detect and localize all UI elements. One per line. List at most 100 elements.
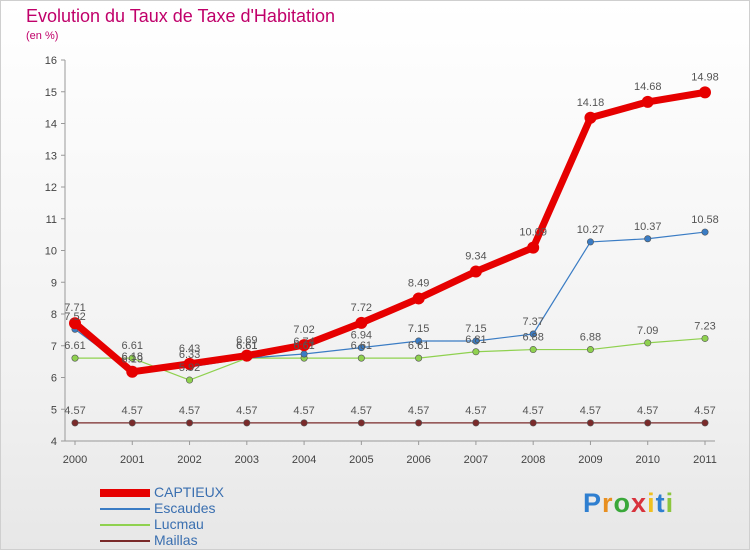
data-label: 4.57: [465, 405, 486, 417]
legend-swatch: [100, 508, 150, 510]
y-tick-label: 10: [45, 246, 57, 258]
y-tick-label: 15: [45, 87, 57, 99]
x-tick-label: 2003: [235, 454, 259, 466]
data-point: [469, 265, 482, 278]
y-tick-label: 14: [45, 119, 57, 131]
data-label: 6.61: [408, 340, 429, 352]
data-point: [584, 111, 597, 124]
data-label: 7.72: [351, 302, 372, 314]
data-point: [300, 419, 308, 427]
logo-letter: r: [602, 488, 614, 518]
data-label: 6.19: [122, 353, 143, 365]
data-point: [701, 419, 709, 427]
data-point: [128, 354, 136, 362]
legend-label: CAPTIEUX: [154, 484, 225, 500]
logo-letter: t: [655, 488, 666, 518]
legend-label: Lucmau: [154, 516, 204, 532]
data-label: 6.61: [64, 340, 85, 352]
series-line: [74, 231, 706, 373]
data-label: 6.61: [122, 340, 143, 352]
data-label: 6.61: [236, 340, 257, 352]
data-point: [183, 357, 196, 370]
series-maillas: [71, 419, 709, 427]
data-label: 6.94: [351, 330, 372, 342]
data-label: 7.15: [465, 323, 486, 335]
y-tick-label: 11: [46, 214, 57, 226]
data-label: 6.61: [293, 340, 314, 352]
data-label: 7.23: [694, 320, 715, 332]
data-point: [126, 365, 139, 378]
y-tick-label: 8: [51, 309, 57, 321]
y-tick-label: 9: [51, 277, 57, 289]
data-point: [644, 419, 652, 427]
chart-unit-label: (en %): [26, 30, 59, 42]
data-point: [644, 339, 652, 347]
data-point: [357, 419, 365, 427]
data-point: [529, 419, 537, 427]
data-label: 6.88: [522, 332, 543, 344]
data-label: 7.71: [64, 302, 85, 314]
x-tick-label: 2006: [406, 454, 430, 466]
data-label: 7.37: [522, 316, 543, 328]
data-label: 4.57: [236, 405, 257, 417]
y-tick-label: 6: [51, 373, 57, 385]
x-tick-label: 2000: [63, 454, 87, 466]
data-point: [357, 344, 365, 352]
data-point: [240, 349, 253, 362]
data-point: [71, 419, 79, 427]
data-point: [527, 241, 540, 254]
logo-letter: x: [631, 488, 648, 518]
x-tick-label: 2010: [635, 454, 659, 466]
data-point: [128, 419, 136, 427]
data-label: 7.09: [637, 325, 658, 337]
data-label: 14.18: [577, 97, 605, 109]
data-label: 4.57: [522, 405, 543, 417]
data-label: 6.18: [122, 351, 143, 363]
x-tick-label: 2002: [177, 454, 201, 466]
data-point: [641, 95, 654, 108]
series-escaudes: [71, 228, 709, 375]
legend-swatch: [100, 489, 150, 497]
data-point: [472, 419, 480, 427]
data-point: [586, 346, 594, 354]
data-point: [357, 354, 365, 362]
data-label: 4.57: [122, 405, 143, 417]
data-label: 4.57: [64, 405, 85, 417]
series-line: [75, 337, 706, 381]
data-label: 4.57: [293, 405, 314, 417]
data-point: [529, 330, 537, 338]
data-point: [415, 419, 423, 427]
data-point: [529, 346, 537, 354]
x-tick-label: 2011: [693, 454, 717, 466]
data-label: 6.61: [351, 340, 372, 352]
data-label: 4.57: [408, 405, 429, 417]
data-label: 6.88: [580, 332, 601, 344]
x-tick-label: 2004: [292, 454, 316, 466]
logo-letter: i: [665, 488, 675, 518]
data-point: [243, 419, 251, 427]
data-point: [701, 228, 709, 236]
x-tick-label: 2005: [349, 454, 373, 466]
y-tick-label: 5: [51, 404, 57, 416]
data-label: 10.27: [577, 224, 605, 236]
data-point: [586, 238, 594, 246]
data-label: 7.02: [293, 324, 314, 336]
data-point: [186, 376, 194, 384]
logo-letter: P: [583, 488, 603, 518]
proxiti-logo: Proxiti: [583, 488, 674, 519]
y-tick-label: 16: [45, 55, 57, 67]
data-label: 6.69: [236, 335, 257, 347]
data-point: [415, 337, 423, 345]
data-point: [412, 292, 425, 305]
data-label: 9.34: [465, 250, 486, 262]
data-label: 5.92: [179, 362, 200, 374]
data-point: [644, 235, 652, 243]
x-tick-label: 2007: [464, 454, 488, 466]
series-lucmau: [71, 334, 709, 384]
data-point: [586, 419, 594, 427]
data-point: [298, 339, 311, 352]
data-point: [472, 348, 480, 356]
data-label: 6.74: [293, 336, 314, 348]
x-tick-label: 2001: [120, 454, 144, 466]
